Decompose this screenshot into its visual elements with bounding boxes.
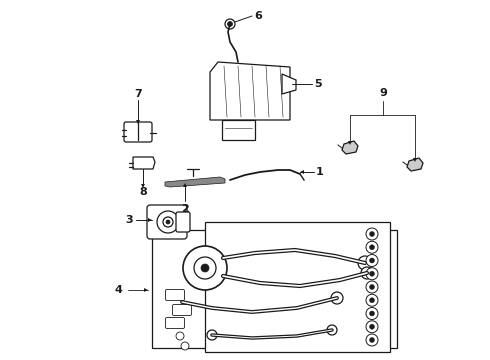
Circle shape — [361, 267, 373, 279]
Circle shape — [369, 271, 374, 276]
Circle shape — [166, 220, 170, 224]
FancyBboxPatch shape — [166, 318, 185, 328]
Circle shape — [358, 256, 372, 270]
Polygon shape — [222, 120, 255, 140]
Text: 3: 3 — [125, 215, 133, 225]
FancyBboxPatch shape — [172, 305, 192, 315]
Circle shape — [183, 246, 227, 290]
Polygon shape — [292, 82, 296, 86]
Polygon shape — [148, 218, 152, 222]
Circle shape — [369, 258, 374, 263]
Circle shape — [369, 298, 374, 303]
Circle shape — [366, 334, 378, 346]
Circle shape — [366, 268, 378, 280]
Text: 6: 6 — [254, 11, 262, 21]
FancyBboxPatch shape — [176, 212, 190, 232]
Circle shape — [369, 338, 374, 342]
FancyBboxPatch shape — [147, 205, 187, 239]
Circle shape — [163, 217, 173, 227]
Circle shape — [369, 324, 374, 329]
Text: 2: 2 — [181, 204, 189, 214]
Polygon shape — [136, 120, 140, 124]
Circle shape — [366, 294, 378, 306]
FancyBboxPatch shape — [124, 122, 152, 142]
Polygon shape — [141, 184, 145, 188]
Circle shape — [366, 241, 378, 253]
Polygon shape — [407, 158, 423, 171]
Circle shape — [366, 255, 378, 266]
Circle shape — [366, 307, 378, 320]
Polygon shape — [300, 170, 304, 174]
Circle shape — [331, 292, 343, 304]
Circle shape — [327, 325, 337, 335]
Text: 4: 4 — [114, 285, 122, 295]
Circle shape — [369, 245, 374, 250]
Text: 7: 7 — [134, 89, 142, 99]
Circle shape — [369, 231, 374, 237]
Polygon shape — [342, 141, 358, 154]
Circle shape — [366, 281, 378, 293]
Bar — [205, 222, 390, 352]
Polygon shape — [165, 177, 225, 187]
Circle shape — [157, 211, 179, 233]
Polygon shape — [133, 157, 155, 169]
Circle shape — [194, 257, 216, 279]
Circle shape — [366, 228, 378, 240]
Polygon shape — [348, 141, 352, 145]
FancyBboxPatch shape — [166, 289, 185, 301]
Circle shape — [227, 22, 232, 27]
Circle shape — [225, 19, 235, 29]
Circle shape — [176, 332, 184, 340]
Polygon shape — [183, 183, 187, 187]
Circle shape — [366, 321, 378, 333]
Circle shape — [369, 284, 374, 289]
Circle shape — [369, 311, 374, 316]
Bar — [152, 230, 397, 348]
Circle shape — [201, 264, 209, 272]
Polygon shape — [413, 158, 417, 162]
Circle shape — [181, 342, 189, 350]
Text: 1: 1 — [316, 167, 324, 177]
Polygon shape — [210, 62, 290, 120]
Text: 9: 9 — [379, 88, 387, 98]
Circle shape — [207, 330, 217, 340]
Text: 5: 5 — [314, 79, 322, 89]
Polygon shape — [144, 288, 148, 292]
Polygon shape — [282, 74, 296, 94]
Text: 8: 8 — [139, 187, 147, 197]
